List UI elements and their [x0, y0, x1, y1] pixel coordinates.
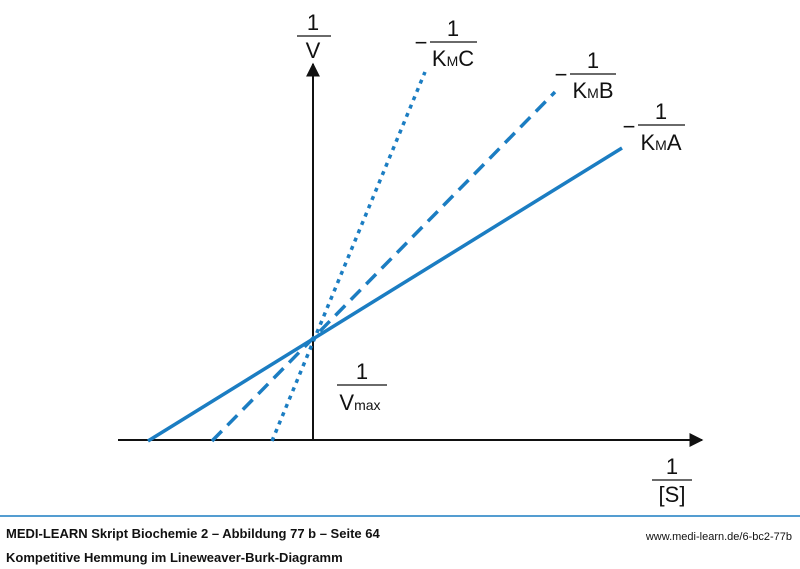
k: K [572, 78, 587, 103]
denominator: KMB [572, 78, 613, 103]
denominator: KMA [640, 130, 681, 155]
sign: − [415, 30, 428, 55]
y-label-denominator: V [306, 38, 321, 63]
subscript: max [354, 397, 380, 413]
suffix: B [599, 78, 614, 103]
label-a: − 1 KMA [623, 99, 685, 155]
denominator: V [339, 390, 354, 415]
k: K [432, 46, 447, 71]
y-label-numerator: 1 [307, 10, 319, 35]
subscript: M [587, 85, 599, 101]
footer-subtitle: Kompetitive Hemmung im Lineweaver-Burk-D… [6, 550, 343, 565]
sign: − [555, 62, 568, 87]
x-label-numerator: 1 [666, 454, 678, 479]
denominator: KMC [432, 46, 474, 71]
x-label-denominator: [S] [659, 482, 686, 507]
footer-url: www.medi-learn.de/6-bc2-77b [645, 531, 792, 543]
suffix: C [458, 46, 474, 71]
footer-title: MEDI-LEARN Skript Biochemie 2 – Abbildun… [6, 526, 380, 541]
label-c: − 1 KMC [415, 16, 477, 71]
line-b [210, 90, 557, 443]
line-a [147, 146, 623, 443]
suffix: A [667, 130, 682, 155]
subscript: M [447, 53, 459, 69]
label-b: − 1 KMB [555, 48, 616, 103]
numerator: 1 [655, 99, 667, 124]
numerator: 1 [587, 48, 599, 73]
intercept-numerator: 1 [356, 359, 368, 384]
line-c [270, 71, 427, 442]
k: K [640, 130, 655, 155]
subscript: M [655, 137, 667, 153]
numerator: 1 [447, 16, 459, 41]
sign: − [623, 114, 636, 139]
intercept-denominator: Vmax [339, 390, 380, 415]
